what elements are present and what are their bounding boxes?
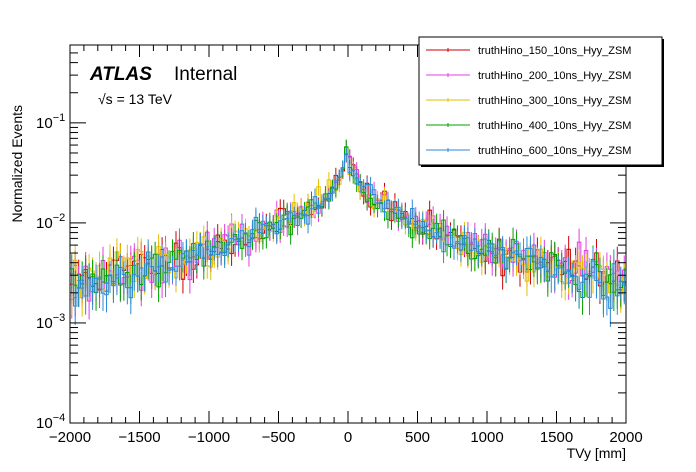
x-tick-label: 1500 bbox=[540, 429, 573, 446]
legend-entry: truthHino_400_10ns_Hyy_ZSM bbox=[426, 120, 631, 132]
legend-entry: truthHino_150_10ns_Hyy_ZSM bbox=[426, 45, 631, 57]
x-tick-label: −2000 bbox=[49, 429, 91, 446]
series-layer bbox=[70, 139, 626, 328]
x-tick-label: −1000 bbox=[188, 429, 230, 446]
y-axis-title: Normalized Events bbox=[9, 105, 25, 223]
legend-box bbox=[418, 36, 663, 166]
legend-label: truthHino_150_10ns_Hyy_ZSM bbox=[478, 45, 631, 57]
x-tick-label: 0 bbox=[344, 429, 352, 446]
legend-label: truthHino_300_10ns_Hyy_ZSM bbox=[478, 95, 631, 107]
x-axis-ticks: −2000 −1500 −1000 −500 0 500 1000 1500 2000 bbox=[49, 45, 643, 446]
legend-entry: truthHino_200_10ns_Hyy_ZSM bbox=[426, 70, 631, 82]
legend-label: truthHino_200_10ns_Hyy_ZSM bbox=[478, 70, 631, 82]
legend-entries: truthHino_150_10ns_Hyy_ZSM truthHino_200_… bbox=[426, 45, 631, 157]
x-axis-title: TVy [mm] bbox=[567, 445, 626, 461]
x-tick-label: −1500 bbox=[118, 429, 160, 446]
legend-label: truthHino_400_10ns_Hyy_ZSM bbox=[478, 120, 631, 132]
x-tick-label: 500 bbox=[405, 429, 430, 446]
legend: truthHino_150_10ns_Hyy_ZSM truthHino_200_… bbox=[418, 36, 664, 167]
legend-entry: truthHino_600_10ns_Hyy_ZSM bbox=[426, 145, 631, 157]
x-tick-label: 1000 bbox=[470, 429, 503, 446]
legend-label: truthHino_600_10ns_Hyy_ZSM bbox=[478, 145, 631, 157]
legend-entry: truthHino_300_10ns_Hyy_ZSM bbox=[426, 95, 631, 107]
series-step-line bbox=[70, 153, 626, 309]
series-truthHino_600_10ns_Hyy_ZSM bbox=[70, 147, 626, 328]
energy-label: √s = 13 TeV bbox=[98, 91, 173, 107]
x-tick-label: −500 bbox=[262, 429, 296, 446]
atlas-status-label: Internal bbox=[174, 64, 237, 85]
atlas-label: ATLAS bbox=[89, 64, 152, 85]
x-tick-label: 2000 bbox=[609, 429, 642, 446]
